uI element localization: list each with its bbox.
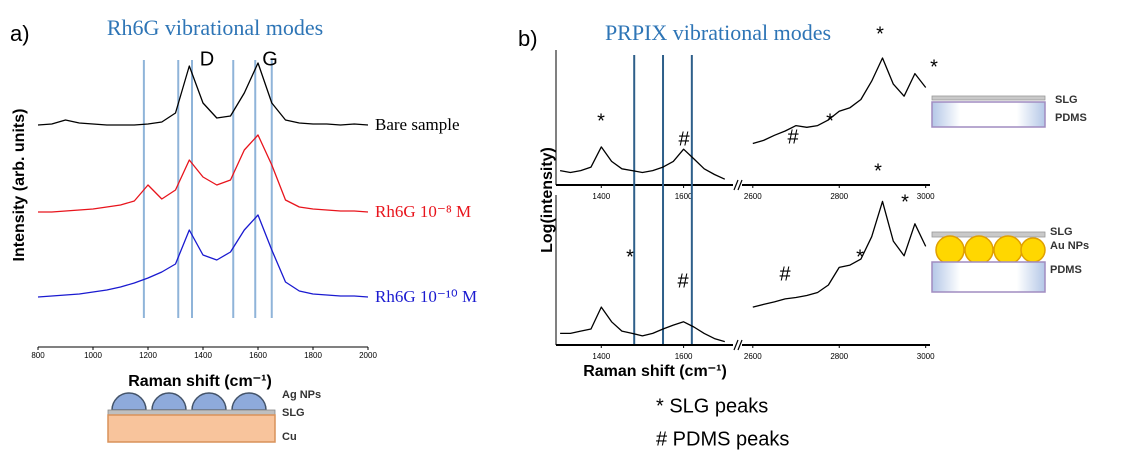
legend-note: * SLG peaks: [656, 395, 768, 417]
peak-annotation: *: [856, 246, 864, 268]
axis-break: [733, 179, 739, 191]
axis-break: [733, 339, 739, 351]
x-tick-label: 3000: [917, 192, 935, 201]
spectrum-line: [37, 214, 369, 298]
spectrum-line: [38, 134, 369, 213]
x-axis-label: Raman shift (cm⁻¹): [128, 373, 272, 390]
spectrum-line: [752, 57, 927, 145]
x-tick-label: 1000: [84, 351, 102, 360]
spectrum-line: [560, 306, 725, 343]
peak-annotation: #: [787, 126, 799, 148]
schematic-label: Cu: [282, 431, 297, 443]
axis-break: [737, 179, 743, 191]
x-tick-label: 1600: [675, 352, 693, 361]
series-label: Bare sample: [375, 115, 460, 134]
spectrum-line: [752, 200, 927, 308]
panel-label: b): [518, 26, 538, 51]
x-tick-label: 1600: [675, 192, 693, 201]
peak-annotation: #: [779, 263, 791, 285]
x-tick-label: 1800: [304, 351, 322, 360]
peak-annotation: *: [826, 110, 834, 132]
y-axis-label: Intensity (arb. units): [11, 109, 28, 262]
schematic-label: SLG: [1050, 226, 1073, 238]
schematic-label: Ag NPs: [282, 389, 321, 401]
schematic-label: Au NPs: [1050, 240, 1089, 252]
spectrum-line: [559, 146, 726, 180]
y-axis-label: Log(intensity): [539, 147, 556, 253]
legend-note: # PDMS peaks: [656, 428, 789, 450]
x-tick-label: 2800: [830, 192, 848, 201]
schematic-label: SLG: [282, 407, 305, 419]
peak-annotation: *: [874, 160, 882, 182]
panel-label: a): [10, 21, 30, 46]
chart-title: PRPIX vibrational modes: [605, 20, 831, 45]
peak-annotation: G: [262, 48, 278, 70]
x-tick-label: 1200: [139, 351, 157, 360]
schematic-label: PDMS: [1050, 264, 1082, 276]
peak-annotation: *: [597, 110, 605, 132]
axis-break: [737, 339, 743, 351]
x-tick-label: 3000: [917, 352, 935, 361]
x-tick-label: 2000: [359, 351, 377, 360]
schematic-ag: [107, 392, 276, 443]
x-axis-label: Raman shift (cm⁻¹): [583, 363, 727, 380]
x-tick-label: 1400: [592, 352, 610, 361]
schematic-pdms: [931, 95, 1046, 128]
peak-annotation: *: [626, 246, 634, 268]
peak-annotation: #: [677, 270, 689, 292]
series-label: Rh6G 10⁻¹⁰ M: [375, 287, 477, 306]
peak-annotation: #: [678, 128, 690, 150]
peak-annotation: *: [930, 56, 938, 78]
x-tick-label: 1600: [249, 351, 267, 360]
spectrum-line: [37, 62, 369, 126]
series-label: Rh6G 10⁻⁸ M: [375, 202, 471, 221]
schematic-label: SLG: [1055, 94, 1078, 106]
chart-title: Rh6G vibrational modes: [107, 15, 323, 40]
peak-annotation: D: [200, 48, 214, 70]
x-tick-label: 1400: [194, 351, 212, 360]
schematic-au: [931, 231, 1046, 293]
x-tick-label: 2800: [830, 352, 848, 361]
x-tick-label: 2600: [744, 352, 762, 361]
x-tick-label: 2600: [744, 192, 762, 201]
schematic-label: PDMS: [1055, 112, 1087, 124]
x-tick-label: 800: [31, 351, 45, 360]
peak-annotation: *: [901, 191, 909, 213]
x-tick-label: 1400: [592, 192, 610, 201]
peak-annotation: *: [876, 23, 884, 45]
